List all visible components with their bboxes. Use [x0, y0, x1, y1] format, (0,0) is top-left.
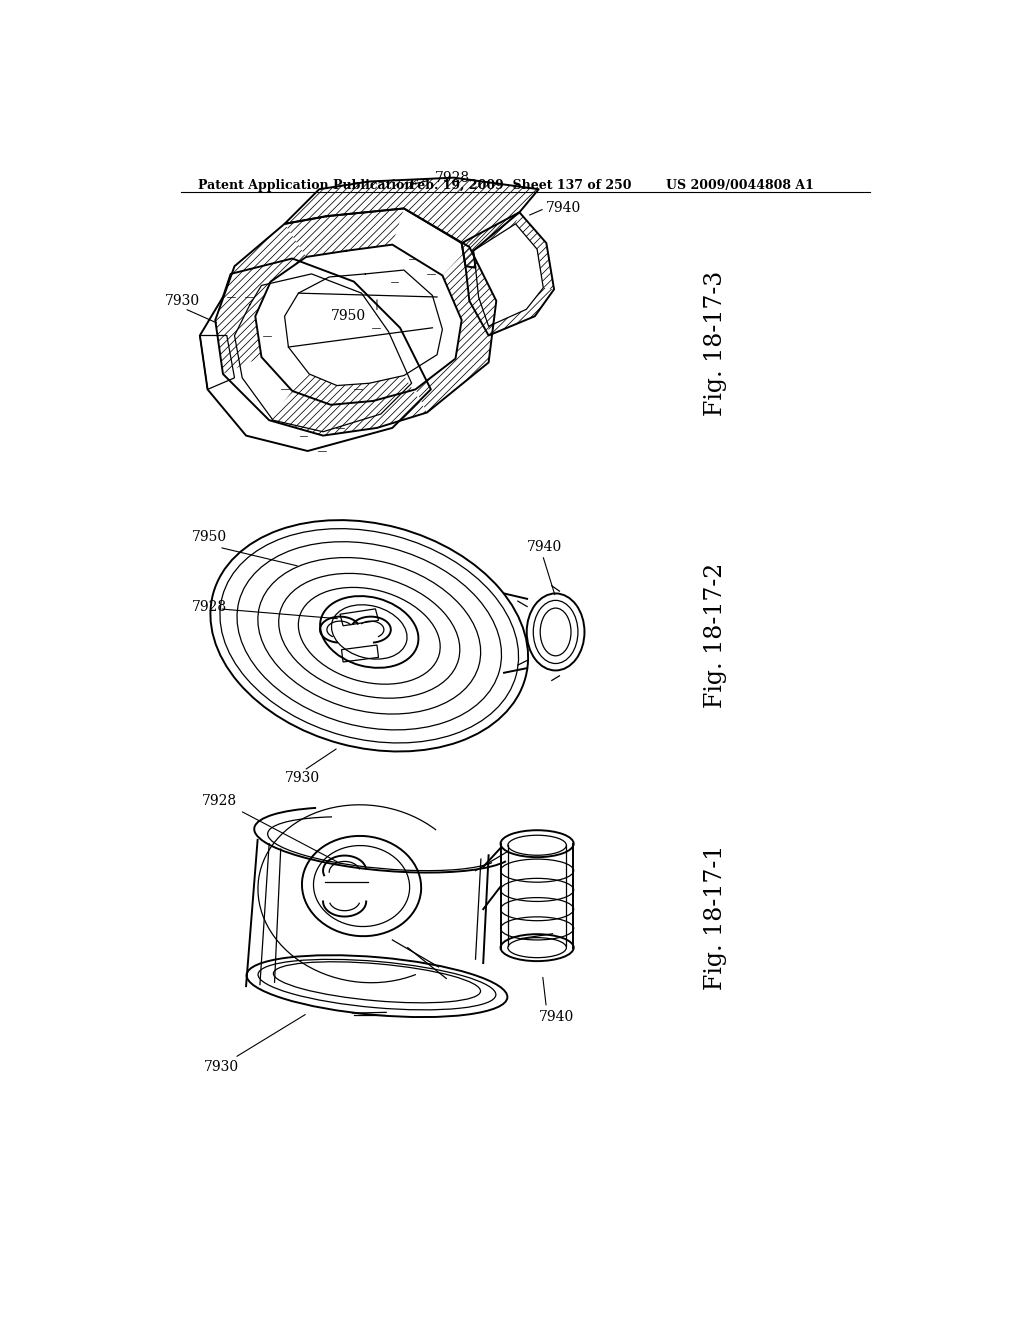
Text: 7928: 7928: [202, 795, 237, 808]
Text: 7940: 7940: [527, 540, 562, 554]
Text: Fig. 18-17-1: Fig. 18-17-1: [705, 845, 727, 990]
Text: 7950: 7950: [193, 531, 227, 544]
Text: 7940: 7940: [547, 202, 582, 215]
Text: 7940: 7940: [539, 1010, 573, 1024]
Text: US 2009/0044808 A1: US 2009/0044808 A1: [666, 180, 814, 193]
Text: Patent Application Publication: Patent Application Publication: [199, 180, 414, 193]
Text: 7928: 7928: [435, 170, 470, 185]
Text: 7928: 7928: [193, 599, 227, 614]
Text: 7930: 7930: [165, 294, 201, 308]
Text: 7930: 7930: [204, 1060, 239, 1074]
Text: Fig. 18-17-3: Fig. 18-17-3: [705, 271, 727, 416]
Text: Feb. 19, 2009  Sheet 137 of 250: Feb. 19, 2009 Sheet 137 of 250: [410, 180, 632, 193]
Text: Fig. 18-17-2: Fig. 18-17-2: [705, 564, 727, 709]
Polygon shape: [200, 335, 234, 389]
Text: 7930: 7930: [285, 771, 319, 785]
Text: 7950: 7950: [331, 309, 366, 323]
